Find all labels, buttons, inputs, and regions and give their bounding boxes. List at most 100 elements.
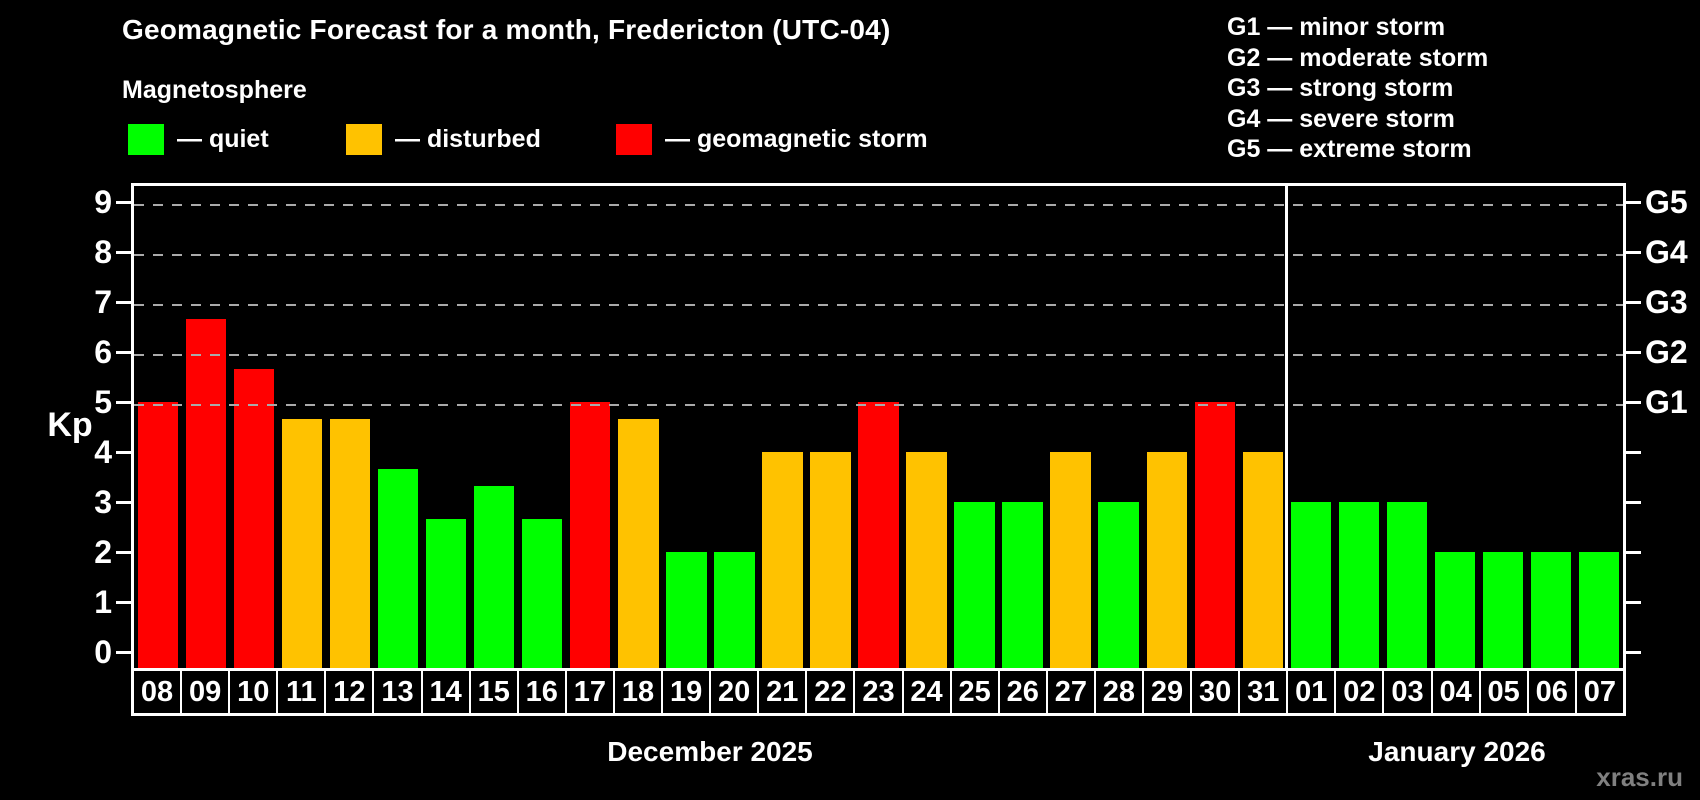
y-axis-label-2: 2 [94,534,112,570]
day-label-18: 18 [615,671,664,713]
bar-day-22 [810,452,851,668]
y-axis-label-9: 9 [94,184,112,220]
g-scale-legend-line-g4: G4 — severe storm [1227,104,1455,133]
day-label-28: 28 [1096,671,1144,713]
plot-area [131,183,1626,668]
legend-label-disturbed: — disturbed [395,125,541,153]
bar-day-09 [185,318,227,668]
y-axis-tick-left-1 [116,600,131,604]
bar-cell-25 [951,186,999,668]
storm-color-swatch [616,124,652,155]
day-label-10: 10 [230,671,279,713]
bar-cell-06 [1527,186,1575,668]
right-axis-g-label-g3: G3 [1645,284,1688,320]
bar-day-18 [618,418,659,668]
bar-cell-15 [470,186,518,668]
day-label-30: 30 [1192,671,1241,713]
bar-day-26 [1002,502,1043,668]
gridline-kp6 [134,354,1623,356]
y-axis-label-8: 8 [94,234,112,270]
day-label-16: 16 [519,671,567,713]
chart-subtitle: Magnetosphere [122,76,307,104]
g-scale-legend-line-g3: G3 — strong storm [1227,74,1454,102]
y-axis-tick-right-4 [1626,450,1641,454]
right-axis-g-label-g1: G1 [1645,384,1688,420]
bar-cell-22 [806,186,854,668]
bar-cell-26 [999,186,1047,668]
bar-day-27 [1050,452,1091,668]
day-label-08: 08 [134,671,183,713]
legend-item-disturbed: — disturbed [346,124,541,155]
y-axis-label-4: 4 [94,434,112,470]
bar-day-20 [714,552,755,668]
g-scale-legend-line-g1: G1 — minor storm [1227,13,1446,41]
day-label-07: 07 [1583,675,1616,708]
legend-item-storm: — geomagnetic storm [616,124,928,155]
legend-item-quiet: — quiet [128,124,269,155]
y-axis-tick-right-1 [1626,600,1641,604]
day-label-31: 31 [1240,671,1289,713]
bar-day-04 [1434,552,1476,668]
y-axis-tick-right-9 [1626,200,1641,204]
bar-day-31 [1242,452,1283,668]
g-scale-legend-line-g2: G2 — moderate storm [1227,43,1489,72]
bar-cell-20 [710,186,758,668]
g-scale-legend-line-g5: G5 — extreme storm [1227,135,1472,163]
bar-day-05 [1482,552,1524,668]
bar-day-23 [858,402,899,668]
gridline-kp7 [134,304,1623,306]
bar-cell-24 [903,186,951,668]
bar-day-01 [1290,502,1331,668]
bar-day-15 [474,485,515,668]
bar-day-13 [378,468,419,668]
bar-day-02 [1338,502,1379,668]
bar-day-14 [426,518,467,668]
day-label-13: 13 [374,671,423,713]
gridline-kp8 [134,254,1623,256]
right-axis-g-label-g4: G4 [1645,234,1688,270]
day-label-26: 26 [1000,671,1048,713]
day-label-row: 08 09 10 11 12 13 14 15 16 17 18 19 20 21 22 23 24 25 26 27… [131,668,1626,716]
bar-day-12 [329,418,371,668]
bar-cell-27 [1047,186,1095,668]
bar-cell-07 [1575,186,1623,668]
bar-day-11 [281,418,323,668]
y-axis-tick-right-5 [1626,400,1641,404]
day-label-25: 25 [952,671,1000,713]
day-label-06: 06 [1529,671,1577,713]
bar-cell-03 [1383,186,1431,668]
bar-cell-11 [278,186,326,668]
day-label-11: 11 [278,671,327,713]
y-axis-label-5: 5 [94,384,112,420]
month-separator [1285,186,1289,668]
chart-title: Geomagnetic Forecast for a month, Freder… [122,14,891,45]
bar-cell-30 [1191,186,1239,668]
bar-day-17 [570,402,611,668]
day-label-02: 02 [1336,671,1385,713]
bar-cell-28 [1095,186,1143,668]
legend-label-quiet: — quiet [177,125,269,153]
y-axis-tick-left-3 [116,500,131,504]
y-axis-tick-right-7 [1626,300,1641,304]
bar-cell-31 [1239,186,1287,668]
bar-cell-12 [326,186,374,668]
y-axis-label-0: 0 [94,634,112,670]
y-axis-label-6: 6 [94,334,112,370]
y-axis-tick-right-3 [1626,500,1641,504]
bar-cell-09 [182,186,230,668]
disturbed-color-swatch [346,124,382,155]
y-axis-tick-left-7 [116,300,131,304]
y-axis-label-7: 7 [94,284,112,320]
bar-cell-23 [854,186,902,668]
kp-axis-title: Kp [47,406,93,444]
day-label-24: 24 [904,671,952,713]
bar-day-30 [1194,402,1235,668]
y-axis-tick-left-8 [116,250,131,254]
day-label-22: 22 [807,671,856,713]
y-axis-label-3: 3 [94,484,112,520]
bar-cell-13 [374,186,422,668]
y-axis-tick-left-0 [116,650,131,654]
gridline-kp5 [134,404,1623,406]
y-axis-label-1: 1 [94,584,112,620]
day-label-14: 14 [423,671,471,713]
